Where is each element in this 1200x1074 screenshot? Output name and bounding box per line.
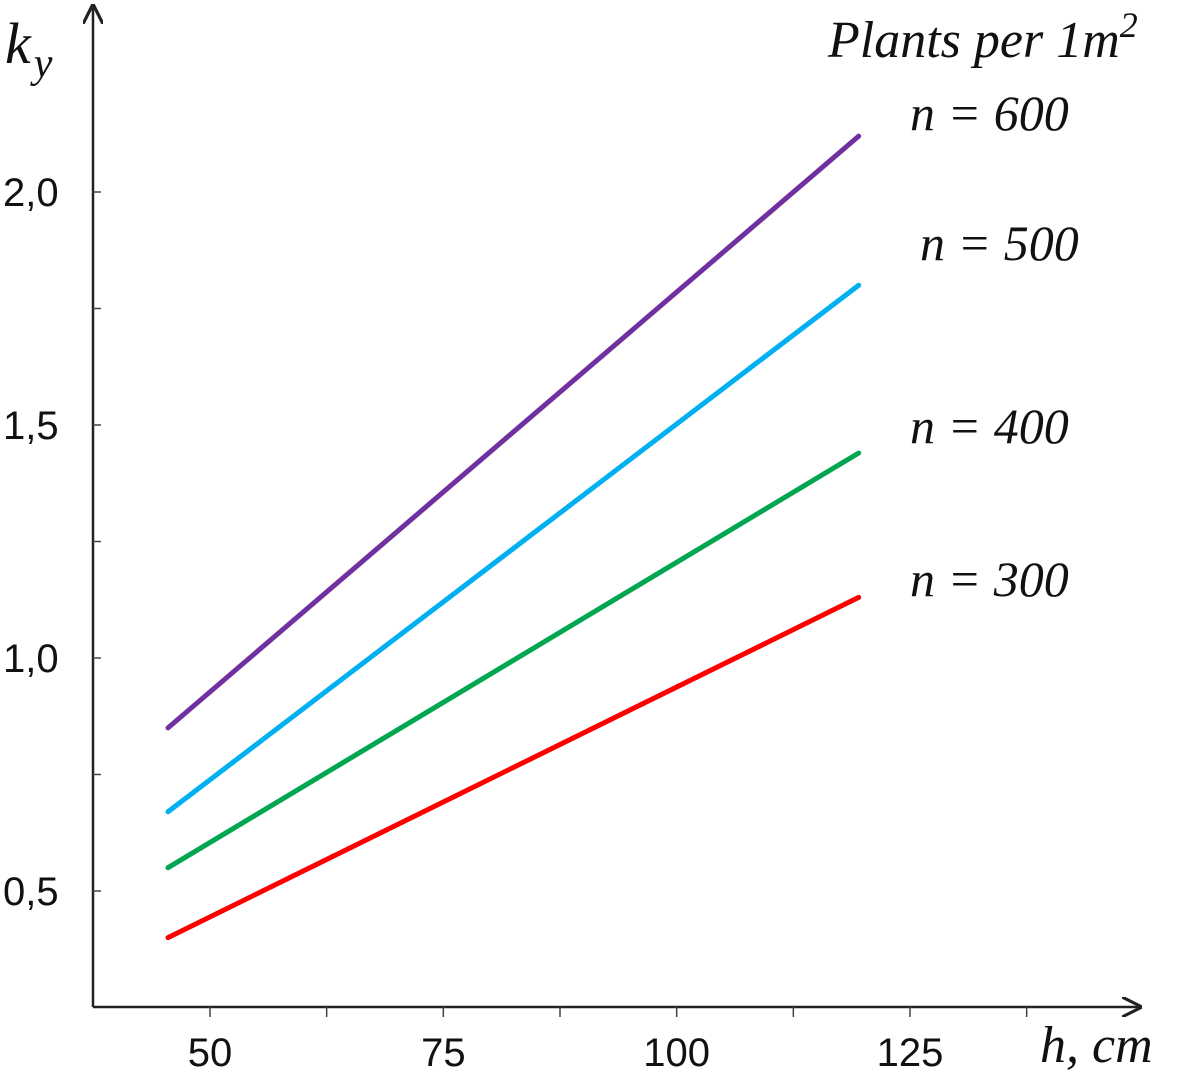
series-line-400	[165, 450, 862, 871]
series-label-n600: n = 600	[910, 85, 1069, 141]
x-tick-label: 100	[643, 1031, 710, 1074]
y-tick-label: 1,5	[3, 404, 59, 448]
y-tick-label: 2,0	[3, 171, 59, 215]
x-tick-label: 125	[877, 1031, 944, 1074]
legend-title-text: Plants per 1m	[827, 12, 1120, 69]
y-ticks: 0,5 1,0 1,5 2,0	[3, 171, 101, 914]
y-axis-label-subscript: y	[30, 41, 53, 87]
x-ticks: 50 75 100 125	[188, 1007, 1028, 1074]
series-line-500	[165, 282, 862, 815]
x-tick-label: 50	[188, 1031, 233, 1074]
x-axis-label: h, cm	[1040, 1017, 1153, 1074]
y-axis-label: ky	[5, 11, 53, 87]
y-tick-label: 1,0	[3, 637, 59, 681]
legend-title-superscript: 2	[1120, 5, 1138, 45]
series-line-300	[165, 594, 862, 941]
series-label-n400: n = 400	[910, 398, 1069, 454]
series-label-n300: n = 300	[910, 551, 1069, 607]
series-line-600	[165, 133, 862, 731]
legend-title: Plants per 1m2	[827, 5, 1138, 69]
y-tick-label: 0,5	[3, 870, 59, 914]
series-label-n500: n = 500	[920, 215, 1079, 271]
x-tick-label: 75	[421, 1031, 466, 1074]
series-lines	[165, 133, 862, 941]
